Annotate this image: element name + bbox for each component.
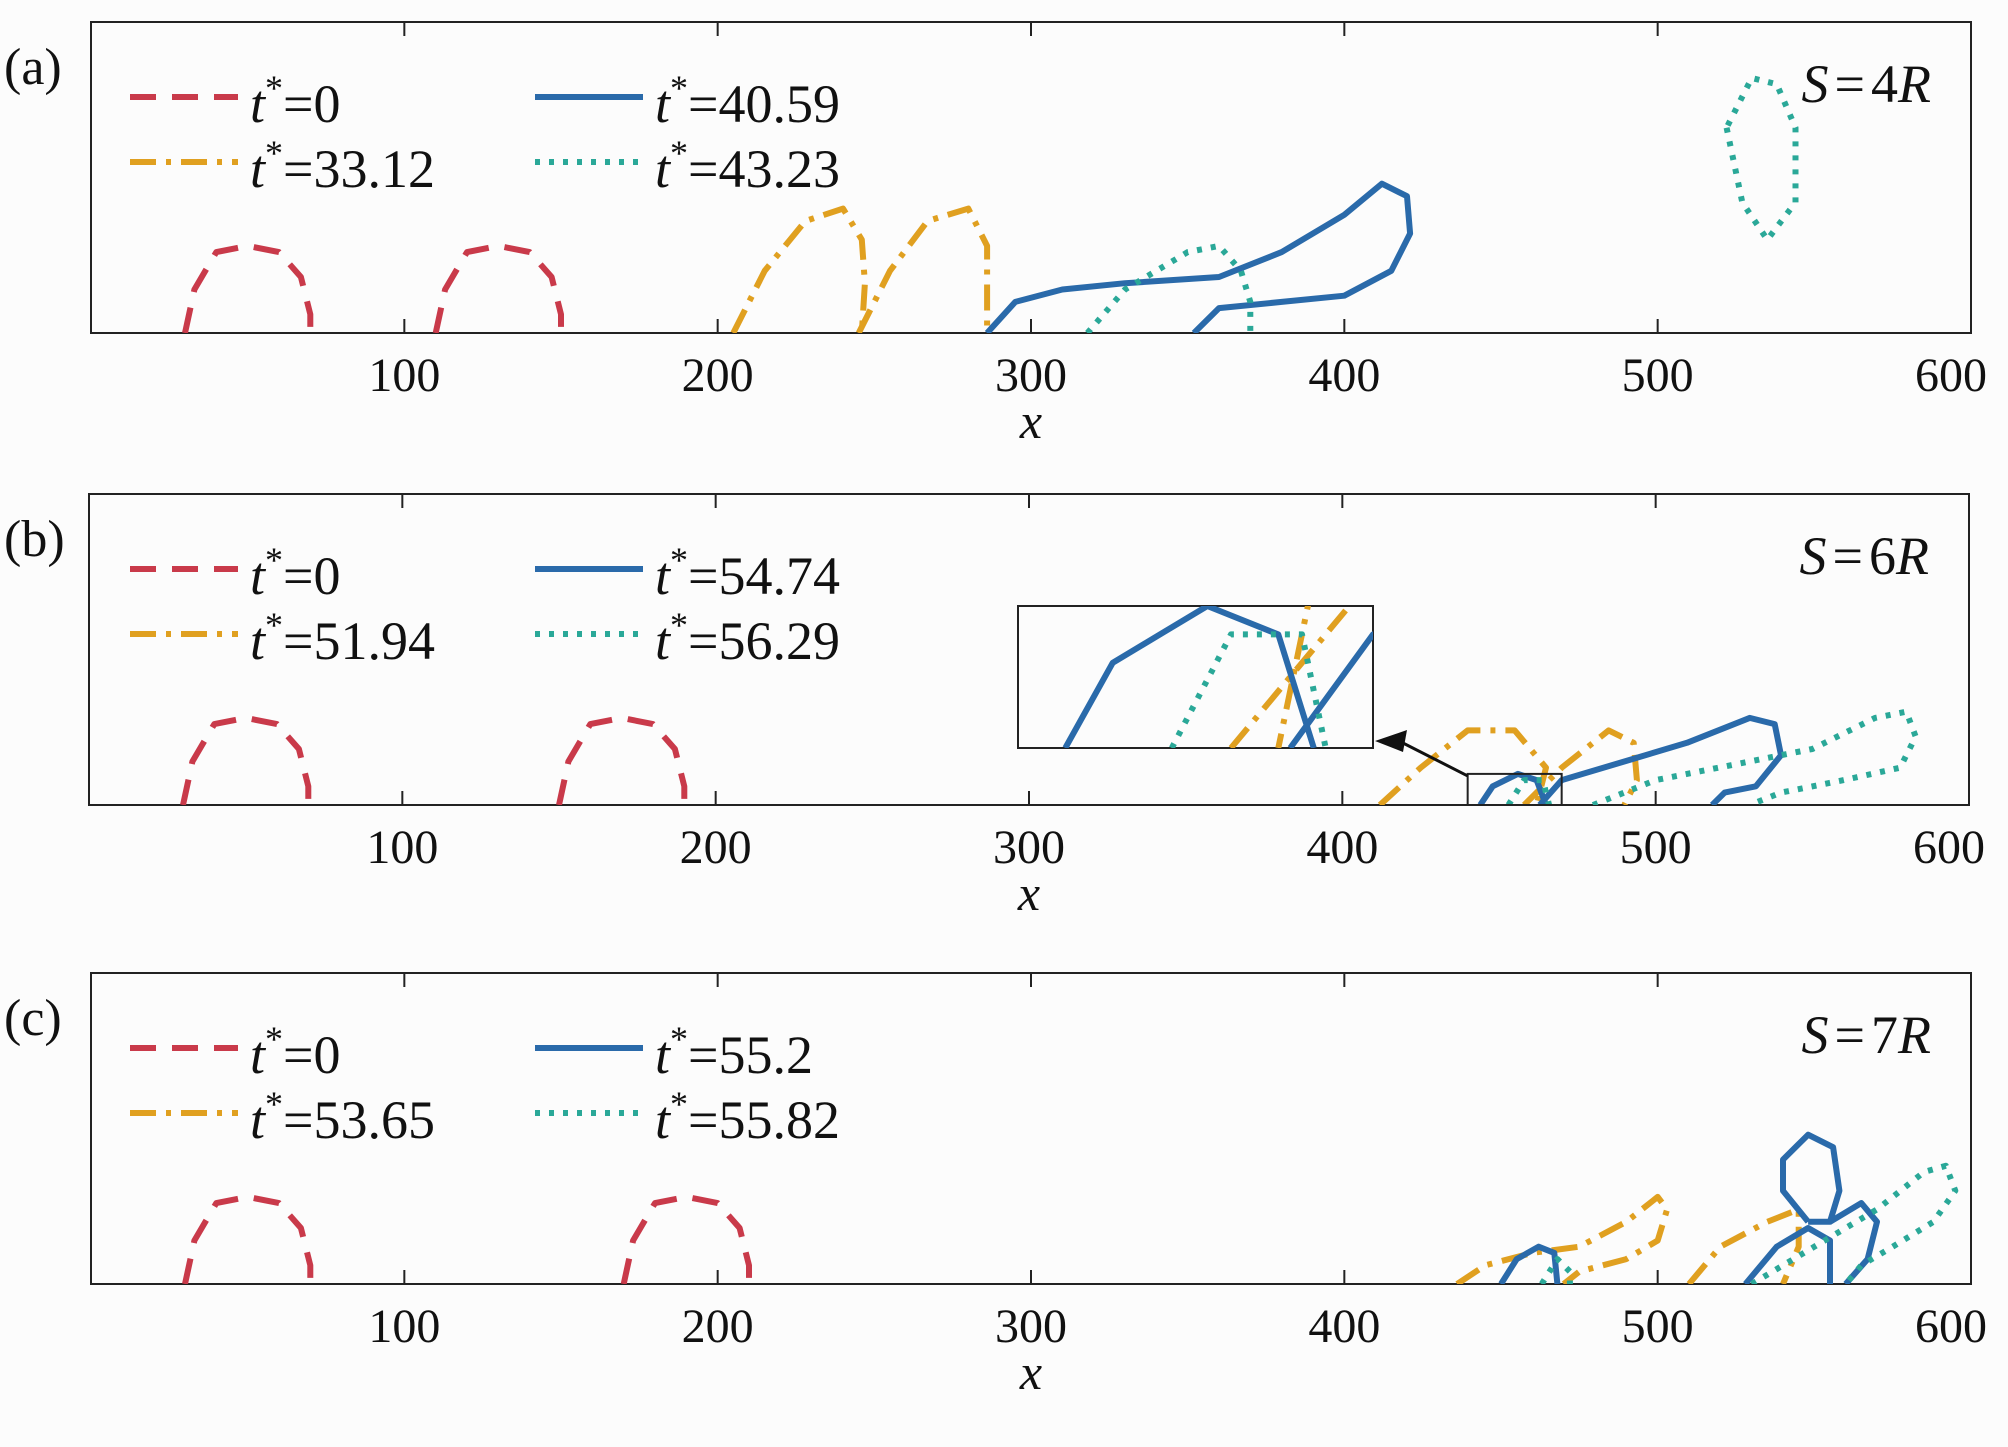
x-tick-label: 300 xyxy=(993,821,1065,874)
series-1-shape-0 xyxy=(730,205,868,333)
x-tick-label: 600 xyxy=(1915,1300,1987,1353)
series-2-shape-0 xyxy=(984,180,1414,333)
panel-b: 100 200 300 400 500 600 x (b) S = 6R t*=0t*=51.94 t*… xyxy=(4,493,1985,921)
legend-label-0: t*=0 xyxy=(250,68,340,134)
series-0-shape-1 xyxy=(556,714,688,805)
legend-label-1: t*=51.94 xyxy=(250,605,435,671)
series-3-shape-1 xyxy=(1723,75,1799,243)
legend-label-3: t*=56.29 xyxy=(655,605,840,671)
series-2-shape-0 xyxy=(1498,1243,1561,1284)
x-tick-label: 200 xyxy=(682,1300,754,1353)
x-tick-label: 500 xyxy=(1620,821,1692,874)
x-tick-label: 400 xyxy=(1308,1300,1380,1353)
x-tick-label: 500 xyxy=(1622,1300,1694,1353)
series-0-shape-0 xyxy=(180,714,312,805)
x-tick-label: 100 xyxy=(368,1300,440,1353)
x-axis-label: x xyxy=(1017,865,1040,921)
series-0-shape-0 xyxy=(182,242,314,333)
legend-label-2: t*=54.74 xyxy=(655,540,840,606)
x-tick-label: 300 xyxy=(995,1300,1067,1353)
spacing-annotation: S = 7R xyxy=(1802,1005,1931,1065)
legend-label-0: t*=0 xyxy=(250,540,340,606)
series-1-shape-1 xyxy=(1686,1206,1802,1284)
series-1-shape-1 xyxy=(856,205,991,333)
x-tick-label: 400 xyxy=(1308,349,1380,402)
x-axis-label: x xyxy=(1019,393,1042,449)
legend-label-3: t*=55.82 xyxy=(655,1084,840,1150)
spacing-annotation: S = 6R xyxy=(1800,526,1929,586)
x-tick-label: 300 xyxy=(995,349,1067,402)
legend-label-1: t*=53.65 xyxy=(250,1084,435,1150)
series-0-shape-1 xyxy=(432,242,564,333)
panel-label: (b) xyxy=(4,511,65,568)
x-axis-label: x xyxy=(1019,1344,1042,1400)
panel-label: (a) xyxy=(4,39,62,96)
series-3-shape-0 xyxy=(1539,1256,1573,1284)
series-0-shape-0 xyxy=(182,1193,314,1284)
x-tick-label: 400 xyxy=(1306,821,1378,874)
legend-label-1: t*=33.12 xyxy=(250,133,435,199)
series-3-shape-1 xyxy=(1750,1162,1959,1284)
legend-label-2: t*=55.2 xyxy=(655,1019,813,1085)
x-tick-label: 200 xyxy=(680,821,752,874)
spacing-annotation: S = 4R xyxy=(1802,54,1931,114)
panel-c: 100 200 300 400 500 600 x (c) S = 7R t*=0t*=53.65 t*… xyxy=(4,972,1987,1400)
panel-a: 100 200 300 400 500 600 x (a) S = 4R t*=0t*=33.12 t*… xyxy=(4,21,1987,449)
panel-label: (c) xyxy=(4,990,62,1047)
legend-label-3: t*=43.23 xyxy=(655,133,840,199)
zoom-arrow-line xyxy=(1400,740,1469,778)
x-tick-label: 100 xyxy=(366,821,438,874)
series-2-shape-1 xyxy=(1743,1225,1833,1284)
legend-label-0: t*=0 xyxy=(250,1019,340,1085)
zoom-arrow-head xyxy=(1375,730,1407,752)
x-tick-label: 600 xyxy=(1915,349,1987,402)
series-1-shape-1 xyxy=(1521,727,1640,805)
inset-box xyxy=(1017,605,1374,749)
axes-box xyxy=(90,21,1972,334)
plot-area xyxy=(182,75,1799,333)
x-tick-label: 500 xyxy=(1622,349,1694,402)
plot-area xyxy=(182,1131,1959,1284)
x-tick-label: 600 xyxy=(1913,821,1985,874)
series-2-shape-2 xyxy=(1780,1131,1843,1225)
inset xyxy=(1017,605,1374,749)
zoom-source-box xyxy=(1466,772,1563,807)
series-0-shape-1 xyxy=(620,1193,752,1284)
legend-label-2: t*=40.59 xyxy=(655,68,840,134)
inset-series-2-shape-0 xyxy=(1062,606,1317,748)
x-tick-label: 100 xyxy=(368,349,440,402)
x-tick-label: 200 xyxy=(682,349,754,402)
series-2-shape-1 xyxy=(1537,714,1784,805)
series-3-shape-0 xyxy=(1505,777,1553,805)
series-3-shape-0 xyxy=(1085,242,1254,333)
